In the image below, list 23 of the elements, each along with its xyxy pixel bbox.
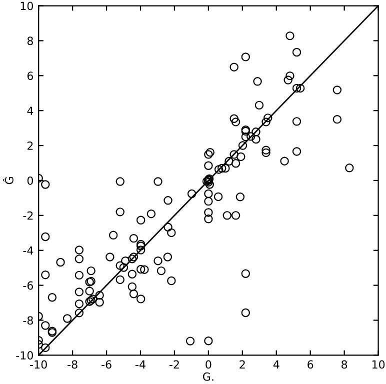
y-tick-label: 0 (27, 176, 33, 185)
x-tick-label: 10 (372, 360, 385, 369)
y-tick-label: -6 (23, 281, 34, 290)
y-tick-label: -10 (16, 351, 33, 360)
y-tick-label: 10 (20, 2, 33, 10)
x-tick-label: -2 (169, 360, 179, 369)
x-tick-label: 4 (273, 360, 280, 369)
x-tick-label: 0 (206, 360, 212, 369)
y-tick-label: 6 (27, 72, 34, 80)
x-axis-title: G. (202, 372, 214, 381)
y-tick-label: 2 (27, 142, 33, 150)
y-tick-label: -4 (23, 246, 34, 255)
y-axis-title: Ĝ (2, 177, 14, 184)
y-tick-label: 8 (27, 36, 33, 46)
x-tick-label: -6 (102, 360, 112, 369)
x-tick-label: -4 (136, 360, 146, 369)
y-tick-label: -8 (23, 316, 33, 325)
x-tick-label: 6 (308, 360, 314, 369)
x-tick-label: 2 (240, 360, 245, 369)
x-tick-label: -8 (68, 360, 78, 369)
y-tick-label: -2 (23, 211, 33, 220)
y-tick-label: 4 (27, 106, 34, 115)
x-tick-label: 8 (342, 360, 348, 369)
